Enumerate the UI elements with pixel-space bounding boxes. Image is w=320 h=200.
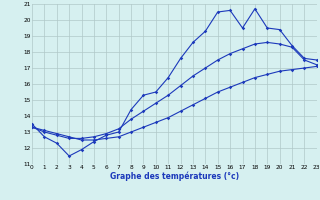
X-axis label: Graphe des températures (°c): Graphe des températures (°c)	[110, 172, 239, 181]
